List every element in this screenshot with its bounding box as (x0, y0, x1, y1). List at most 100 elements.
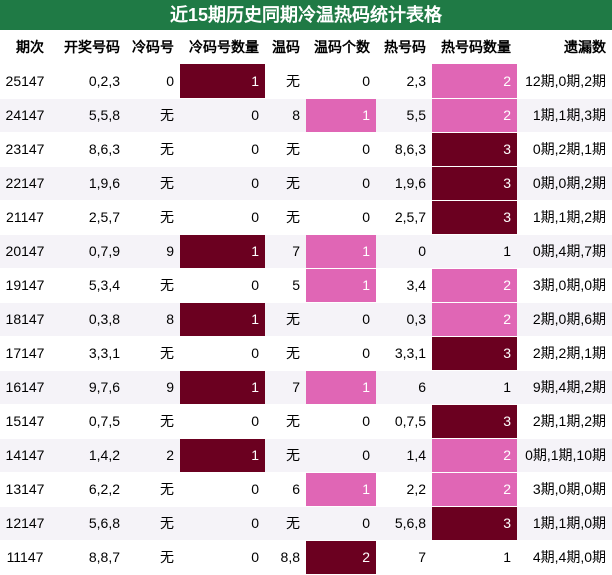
table-cell: 0 (306, 336, 376, 371)
table-cell: 5,6,8 (50, 506, 126, 541)
table-row: 22147 1,9,6 无 0 无 0 1,9,6 3 0期,0期,2期 (0, 166, 612, 201)
table-cell: 13147 (0, 472, 50, 507)
table-cell: 无 (126, 472, 180, 507)
table-cell: 5,5,8 (50, 98, 126, 133)
table-cell: 21147 (0, 200, 50, 235)
table-cell: 6 (376, 370, 432, 405)
table-cell: 3,4 (376, 268, 432, 303)
table-cell: 11147 (0, 540, 50, 575)
table-cell: 0 (180, 268, 265, 303)
table-cell: 无 (126, 404, 180, 439)
table-cell: 17147 (0, 336, 50, 371)
table-cell: 1 (306, 98, 376, 133)
header-row: 期次 开奖号码 冷码号 冷码号数量 温码 温码个数 热号码 热号码数量 遗漏数 (0, 30, 612, 64)
table-cell: 0 (180, 336, 265, 371)
table-cell: 8,6,3 (50, 132, 126, 167)
column-header: 冷码号 (132, 39, 174, 55)
table-cell: 0 (180, 472, 265, 507)
table-title: 近15期历史同期冷温热码统计表格 (0, 0, 612, 30)
table-cell: 2,3 (376, 64, 432, 99)
table-cell: 2 (432, 302, 517, 337)
table-cell: 19147 (0, 268, 50, 303)
table-cell: 1 (180, 302, 265, 337)
table-cell: 无 (126, 200, 180, 235)
table-cell: 2,2 (376, 472, 432, 507)
table-cell: 1,4,2 (50, 438, 126, 473)
column-header: 冷码号数量 (189, 39, 259, 55)
table-cell: 1 (306, 268, 376, 303)
table-cell: 5 (265, 268, 306, 303)
table-cell: 9 (126, 234, 180, 269)
table-cell: 0,7,5 (376, 404, 432, 439)
table-cell: 1 (306, 472, 376, 507)
table-cell: 6,2,2 (50, 472, 126, 507)
table-cell: 无 (265, 506, 306, 541)
table-cell: 3 (432, 200, 517, 235)
table-cell: 1,4 (376, 438, 432, 473)
table-cell: 0期,2期,1期 (517, 132, 612, 167)
table-cell: 7 (376, 540, 432, 575)
table-row: 15147 0,7,5 无 0 无 0 0,7,5 3 2期,1期,2期 (0, 404, 612, 439)
table-cell: 0,3,8 (50, 302, 126, 337)
table-cell: 无 (265, 64, 306, 99)
table-cell: 2期,1期,2期 (517, 404, 612, 439)
table-cell: 无 (265, 132, 306, 167)
table-cell: 1 (180, 370, 265, 405)
table-row: 24147 5,5,8 无 0 8 1 5,5 2 1期,1期,3期 (0, 98, 612, 133)
table-row: 23147 8,6,3 无 0 无 0 8,6,3 3 0期,2期,1期 (0, 132, 612, 167)
table-cell: 0,2,3 (50, 64, 126, 99)
table-cell: 0 (306, 64, 376, 99)
table-cell: 0 (376, 234, 432, 269)
table-cell: 0 (180, 200, 265, 235)
table-cell: 7 (265, 234, 306, 269)
table-cell: 0 (180, 506, 265, 541)
table-cell: 1 (432, 234, 517, 269)
table-cell: 2,5,7 (50, 200, 126, 235)
table-cell: 7 (265, 370, 306, 405)
table-cell: 0 (306, 438, 376, 473)
table-cell: 3期,0期,0期 (517, 268, 612, 303)
table-cell: 24147 (0, 98, 50, 133)
table-row: 12147 5,6,8 无 0 无 0 5,6,8 3 1期,1期,0期 (0, 506, 612, 541)
table-cell: 12期,0期,2期 (517, 64, 612, 99)
table-cell: 3,3,1 (376, 336, 432, 371)
stats-table: 期次 开奖号码 冷码号 冷码号数量 温码 温码个数 热号码 热号码数量 遗漏数 25147 0,2… (0, 30, 612, 575)
table-cell: 3 (432, 506, 517, 541)
table-cell: 2 (126, 438, 180, 473)
table-cell: 1 (180, 234, 265, 269)
table-cell: 0,7,5 (50, 404, 126, 439)
table-cell: 1,9,6 (50, 166, 126, 201)
table-cell: 3 (432, 336, 517, 371)
table-cell: 0,3 (376, 302, 432, 337)
table-cell: 3期,0期,0期 (517, 472, 612, 507)
table-row: 20147 0,7,9 9 1 7 1 0 1 0期,4期,7期 (0, 234, 612, 269)
table-cell: 0,7,9 (50, 234, 126, 269)
table-cell: 0 (306, 132, 376, 167)
table-cell: 23147 (0, 132, 50, 167)
table-cell: 无 (126, 268, 180, 303)
table-row: 16147 9,7,6 9 1 7 1 6 1 9期,4期,2期 (0, 370, 612, 405)
table-cell: 0 (180, 404, 265, 439)
table-body: 25147 0,2,3 0 1 无 0 2,3 2 12期,0期,2期 24147 5,5,8 无 0 8… (0, 64, 612, 575)
table-row: 25147 0,2,3 0 1 无 0 2,3 2 12期,0期,2期 (0, 64, 612, 99)
table-row: 17147 3,3,1 无 0 无 0 3,3,1 3 2期,2期,1期 (0, 336, 612, 371)
table-cell: 20147 (0, 234, 50, 269)
table-cell: 0 (306, 404, 376, 439)
table-cell: 1期,1期,2期 (517, 200, 612, 235)
table-row: 21147 2,5,7 无 0 无 0 2,5,7 3 1期,1期,2期 (0, 200, 612, 235)
table-cell: 0 (306, 166, 376, 201)
table-cell: 1 (306, 234, 376, 269)
table-cell: 无 (126, 166, 180, 201)
table-cell: 4期,4期,0期 (517, 540, 612, 575)
table-cell: 2 (432, 268, 517, 303)
table-cell: 0 (180, 98, 265, 133)
table-cell: 无 (126, 540, 180, 575)
table-cell: 2 (432, 98, 517, 133)
table-cell: 5,5 (376, 98, 432, 133)
table-cell: 3 (432, 404, 517, 439)
column-header: 期次 (16, 39, 44, 55)
column-header: 温码个数 (314, 39, 370, 55)
table-cell: 无 (265, 302, 306, 337)
table-cell: 9期,4期,2期 (517, 370, 612, 405)
